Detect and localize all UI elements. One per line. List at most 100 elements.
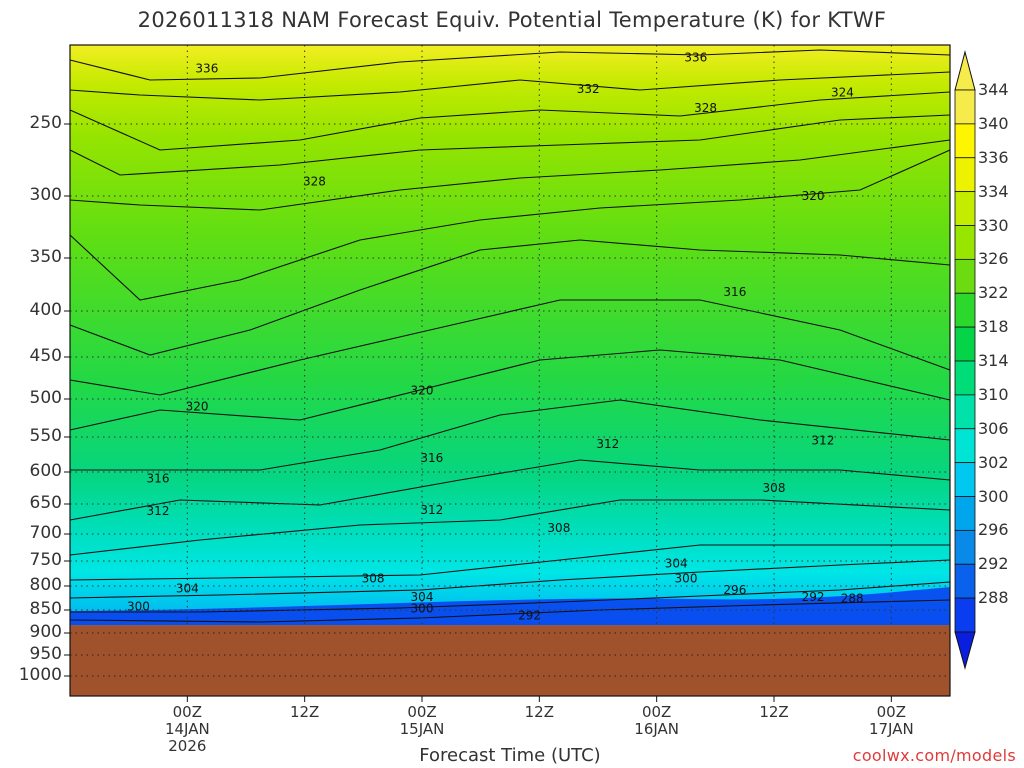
contour-line [69, 71, 951, 101]
credit-link[interactable]: coolwx.com/models [852, 746, 1016, 765]
colorbar [954, 50, 976, 670]
contour-line [69, 149, 951, 301]
x-tick-label: 12Z [499, 704, 579, 721]
colorbar-label: 322 [978, 283, 1009, 303]
contour-label: 304 [176, 581, 199, 595]
x-tick-label-line: 12Z [524, 703, 555, 721]
y-tick-label: 700 [29, 523, 62, 543]
x-tick-label: 12Z [265, 704, 345, 721]
x-tick-label-line: 00Z [172, 703, 203, 721]
plot-area: 336 336 332 328 324 328 320 316 320 320 312 312 316 3… [64, 44, 951, 702]
colorbar-swatch [954, 563, 976, 599]
colorbar-swatch [954, 89, 976, 125]
x-tick-label: 00Z 16JAN [617, 704, 697, 738]
contour-label: 336 [684, 51, 707, 65]
contour-label: 320 [186, 400, 209, 414]
y-tick-label: 450 [29, 346, 62, 366]
y-tick-label: 400 [29, 300, 62, 320]
colorbar-swatch [954, 258, 976, 294]
x-tick-label-line: 12Z [289, 703, 320, 721]
chart-title: 2026011318 NAM Forecast Equiv. Potential… [137, 8, 887, 32]
colorbar-label: 314 [978, 351, 1009, 370]
y-tick-label: 950 [29, 644, 62, 664]
y-tick-label: 600 [29, 461, 62, 481]
colorbar-swatch [954, 157, 976, 193]
y-tick-label: 350 [29, 247, 62, 267]
colorbar-swatch [954, 225, 976, 260]
contour-line [70, 581, 951, 613]
contour-line [69, 299, 951, 396]
contour-label: 316 [147, 471, 170, 485]
colorbar-swatch [954, 292, 976, 328]
y-tick-label: 900 [29, 622, 62, 642]
ground-fill [70, 625, 950, 696]
x-tick-label-line: 16JAN [634, 720, 680, 738]
contour-label: 320 [411, 384, 434, 398]
colorbar-label: 296 [978, 520, 1009, 540]
colorbar-label: 336 [978, 147, 1009, 167]
contour-label: 312 [147, 504, 170, 518]
contour-label: 308 [763, 481, 786, 495]
y-tick-label: 300 [29, 185, 62, 205]
contour-line [69, 49, 951, 81]
colorbar-swatch [954, 360, 976, 396]
contour-label: 292 [802, 590, 825, 604]
colorbar-swatch [954, 529, 976, 565]
colorbar-swatch [954, 597, 976, 633]
colorbar-label: 306 [978, 418, 1009, 438]
y-tick-label: 800 [29, 575, 62, 595]
contour-line [70, 399, 951, 471]
contour-line [69, 544, 950, 581]
x-tick-label-line: 14JAN [164, 720, 210, 738]
contour-line [69, 139, 951, 211]
x-tick-label-line: 00Z [407, 703, 437, 721]
colorbar-label: 302 [978, 452, 1009, 472]
colorbar-label: 318 [978, 317, 1009, 337]
x-tick-label: 00Z 15JAN [382, 704, 462, 738]
colorbar-label: 326 [978, 249, 1009, 269]
x-tick-label-line: 15JAN [399, 720, 445, 738]
contour-line [69, 349, 951, 431]
y-tick-label: 550 [29, 426, 62, 446]
colorbar-label: 310 [978, 384, 1009, 404]
contour-line [69, 499, 951, 556]
contour-label: 312 [596, 437, 619, 451]
x-tick-label-line: 2026 [168, 737, 207, 755]
colorbar-swatch [954, 123, 976, 159]
colorbar-label: 288 [978, 588, 1009, 608]
contour-label: 300 [675, 572, 698, 586]
x-tick-label-line: 17JAN [868, 720, 914, 738]
contour-label: 312 [420, 503, 443, 517]
contour-label: 324 [831, 85, 854, 99]
x-tick-label: 00Z 14JAN 2026 [147, 704, 227, 755]
contour-label: 292 [518, 609, 541, 623]
contour-label: 316 [723, 285, 746, 299]
contour-label: 304 [665, 557, 688, 571]
colorbar-top-arrow [954, 50, 976, 91]
contour-label: 308 [547, 521, 570, 535]
contour-label: 320 [802, 189, 825, 203]
x-axis-title: Forecast Time (UTC) [419, 745, 601, 766]
contour-label: 332 [577, 82, 600, 96]
contour-line [69, 239, 951, 356]
x-tick-label: 00Z 17JAN [851, 704, 931, 738]
contour-label: 328 [303, 175, 326, 189]
contour-label: 328 [694, 101, 717, 115]
colorbar-swatch [954, 496, 976, 531]
contour-line [69, 91, 951, 151]
contour-label: 300 [127, 600, 150, 614]
contour-line [69, 599, 951, 623]
contour-label: 304 [411, 590, 434, 604]
colorbar-swatch [954, 191, 976, 226]
low-level-cold-pool [70, 587, 950, 626]
y-tick-label: 250 [29, 113, 62, 133]
x-tick-label: 12Z [734, 704, 814, 721]
colorbar-swatch [954, 394, 976, 430]
contour-label: 296 [723, 583, 746, 597]
colorbar-label: 330 [978, 215, 1009, 235]
contour-label: 316 [420, 451, 443, 465]
theta-e-field [70, 45, 950, 696]
y-tick-label: 650 [29, 493, 62, 513]
colorbar-swatch [954, 326, 976, 362]
